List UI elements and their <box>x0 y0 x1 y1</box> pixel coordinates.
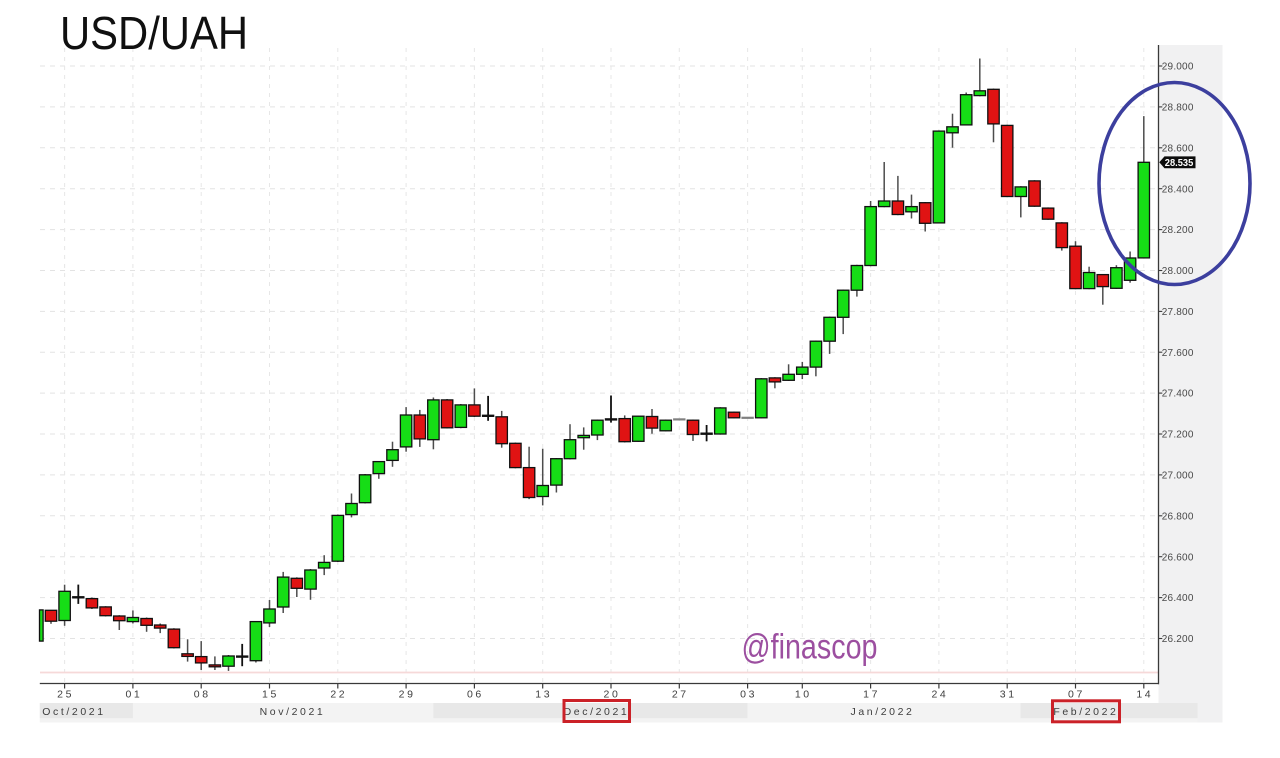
svg-text:14: 14 <box>1136 689 1153 701</box>
svg-text:29: 29 <box>399 689 416 701</box>
svg-text:01: 01 <box>125 689 142 701</box>
svg-text:27: 27 <box>672 689 689 701</box>
svg-text:31: 31 <box>1000 689 1017 701</box>
svg-text:28.400: 28.400 <box>1162 184 1194 195</box>
svg-text:27.200: 27.200 <box>1162 430 1194 441</box>
svg-text:Jan/2022: Jan/2022 <box>850 706 914 718</box>
svg-text:Dec/2021: Dec/2021 <box>564 706 630 718</box>
svg-text:03: 03 <box>740 689 757 701</box>
svg-text:20: 20 <box>604 689 621 701</box>
svg-text:@finascop: @finascop <box>742 626 878 666</box>
svg-text:08: 08 <box>194 689 211 701</box>
svg-text:27.800: 27.800 <box>1162 307 1194 318</box>
svg-text:26.800: 26.800 <box>1162 511 1194 522</box>
svg-text:06: 06 <box>467 689 484 701</box>
svg-text:24: 24 <box>931 689 948 701</box>
svg-text:26.400: 26.400 <box>1162 593 1194 604</box>
svg-text:28.535: 28.535 <box>1165 158 1194 169</box>
svg-text:25: 25 <box>57 689 74 701</box>
svg-text:Oct/2021: Oct/2021 <box>42 706 105 718</box>
svg-text:15: 15 <box>262 689 279 701</box>
svg-text:27.600: 27.600 <box>1162 348 1194 359</box>
svg-text:28.000: 28.000 <box>1162 266 1194 277</box>
svg-text:17: 17 <box>863 689 880 701</box>
svg-text:Feb/2022: Feb/2022 <box>1053 706 1118 718</box>
svg-text:26.200: 26.200 <box>1162 634 1194 645</box>
svg-text:07: 07 <box>1068 689 1085 701</box>
svg-text:29.000: 29.000 <box>1162 62 1194 73</box>
svg-text:28.200: 28.200 <box>1162 225 1194 236</box>
svg-text:27.000: 27.000 <box>1162 471 1194 482</box>
svg-text:28.600: 28.600 <box>1162 143 1194 154</box>
svg-text:26.600: 26.600 <box>1162 552 1194 563</box>
svg-text:USD/UAH: USD/UAH <box>60 7 248 59</box>
svg-text:13: 13 <box>535 689 552 701</box>
svg-text:10: 10 <box>795 689 812 701</box>
svg-text:28.800: 28.800 <box>1162 103 1194 114</box>
svg-text:27.400: 27.400 <box>1162 389 1194 400</box>
svg-text:22: 22 <box>330 689 347 701</box>
svg-text:Nov/2021: Nov/2021 <box>260 706 326 718</box>
